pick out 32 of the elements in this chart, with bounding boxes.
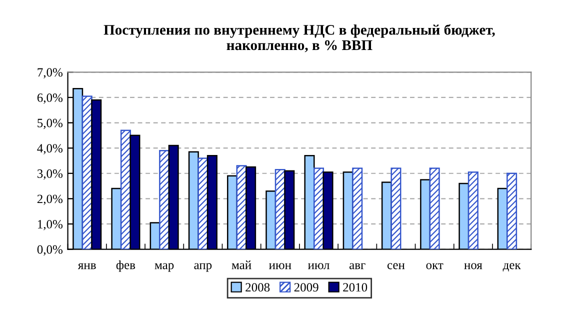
x-tick-label: дек	[502, 263, 521, 272]
bar	[313, 168, 324, 250]
x-tick-label: май	[232, 260, 252, 270]
x-tick-label: июн	[269, 263, 292, 270]
x-tick-label: мар	[154, 263, 174, 272]
bar	[159, 150, 170, 250]
y-tick-label: 2,0%	[37, 194, 63, 205]
bar	[429, 168, 440, 250]
x-tick-label: авг	[350, 263, 366, 270]
x-tick-label: фев	[116, 260, 136, 272]
legend-label: 2010	[343, 283, 368, 292]
y-tick-label: 5,0%	[38, 118, 63, 130]
bar	[352, 168, 363, 250]
y-tick-label: 4,0%	[37, 144, 63, 154]
text: 2009	[294, 283, 318, 292]
x-tick-label: ноя	[464, 263, 482, 270]
bar	[506, 172, 518, 250]
x-tick-label: окт	[426, 263, 444, 270]
x-tick-label: апр	[194, 263, 212, 272]
chart-title: Поступления по внутреннему НДС в федеральный бюджет, накопленно, в % ВВП	[104, 24, 495, 52]
bar	[198, 158, 208, 250]
y-tick-label: 7,0%	[38, 68, 63, 78]
x-tick-label: июл	[308, 263, 330, 270]
x-tick-label: сен	[387, 263, 405, 270]
bar	[390, 168, 402, 250]
y-tick-label: 3,0%	[38, 169, 63, 180]
bar	[468, 171, 478, 250]
y-tick-label: 1,0%	[38, 220, 63, 230]
y-tick-label: 0,0%	[37, 245, 63, 256]
y-tick-label: 6,0%	[37, 93, 63, 104]
x-tick-label: янв	[78, 263, 96, 270]
legend-label: 2008	[246, 283, 270, 292]
